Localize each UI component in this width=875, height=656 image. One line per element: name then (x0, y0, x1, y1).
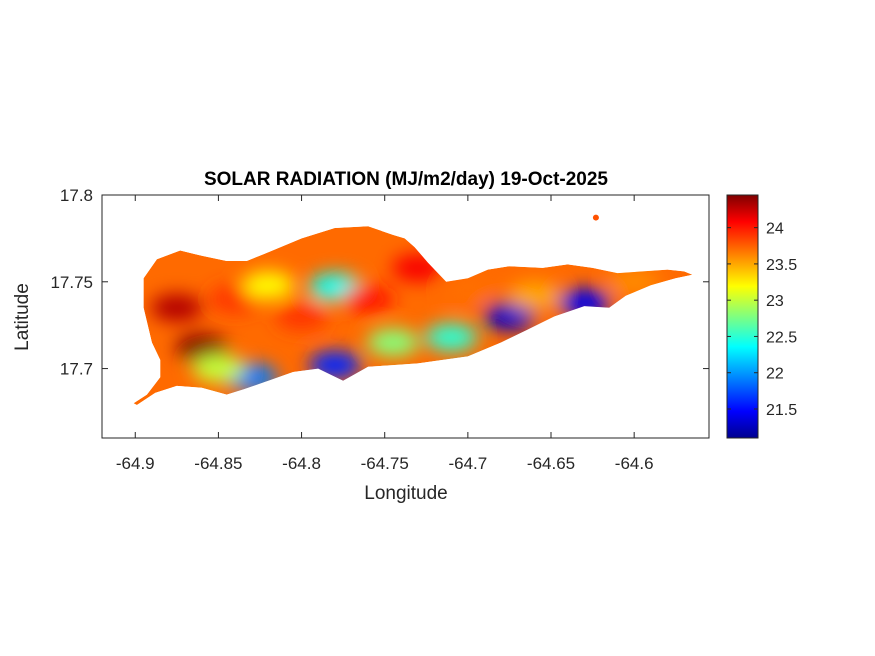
y-axis-label: Latitude (12, 283, 33, 351)
y-axis-ticks: 17.7 17.75 17.8 (50, 186, 709, 379)
colorbar-tick-label-1: 22 (766, 366, 784, 383)
y-tick-label-2: 17.8 (60, 186, 93, 205)
field-blob-11 (483, 302, 536, 331)
field-blob-12 (508, 281, 561, 310)
field-blob-15 (308, 351, 361, 380)
field-blob-7 (391, 253, 444, 282)
plot-axes-box (101, 194, 710, 439)
map-title: SOLAR RADIATION (MJ/m2/day) 19-Oct-2025 (204, 169, 608, 190)
field-blob-13 (558, 288, 611, 317)
islet-patch (592, 214, 599, 221)
y-tick-label-1: 17.75 (50, 273, 93, 292)
field-blob-8 (441, 276, 494, 305)
field-blob-3 (242, 271, 295, 300)
x-axis-label: Longitude (364, 483, 447, 504)
x-tick-label-6: -64.6 (615, 454, 654, 473)
field-blob-4 (275, 302, 328, 331)
x-tick-label-3: -64.75 (361, 454, 409, 473)
colorbar-tick-label-5: 24 (766, 221, 784, 238)
y-tick-label-0: 17.7 (60, 360, 93, 379)
field-blob-9 (367, 328, 420, 357)
colorbar-tick-label-2: 22.5 (766, 329, 797, 346)
field-blob-6 (342, 285, 395, 314)
x-tick-label-0: -64.9 (116, 454, 155, 473)
island-base-fill (133, 226, 693, 405)
field-blob-10 (425, 323, 478, 352)
x-tick-label-4: -64.7 (448, 454, 487, 473)
colorbar-ticks: 21.5 22 22.5 23 23.5 24 (727, 221, 797, 419)
colorbar (726, 194, 759, 439)
x-tick-label-1: -64.85 (194, 454, 242, 473)
colorbar-tick-label-4: 23.5 (766, 257, 797, 274)
colorbar-tick-label-3: 23 (766, 293, 784, 310)
x-tick-label-2: -64.8 (282, 454, 321, 473)
x-tick-label-5: -64.65 (527, 454, 575, 473)
field-blob-0 (150, 293, 203, 322)
colorbar-tick-label-0: 21.5 (766, 402, 797, 419)
x-axis-ticks: -64.9 -64.85 -64.8 -64.75 -64.7 -64.65 -64.6 (116, 195, 654, 473)
island-heatmap (133, 226, 693, 405)
field-blob-17 (192, 354, 245, 383)
field-blob-14 (608, 267, 661, 296)
